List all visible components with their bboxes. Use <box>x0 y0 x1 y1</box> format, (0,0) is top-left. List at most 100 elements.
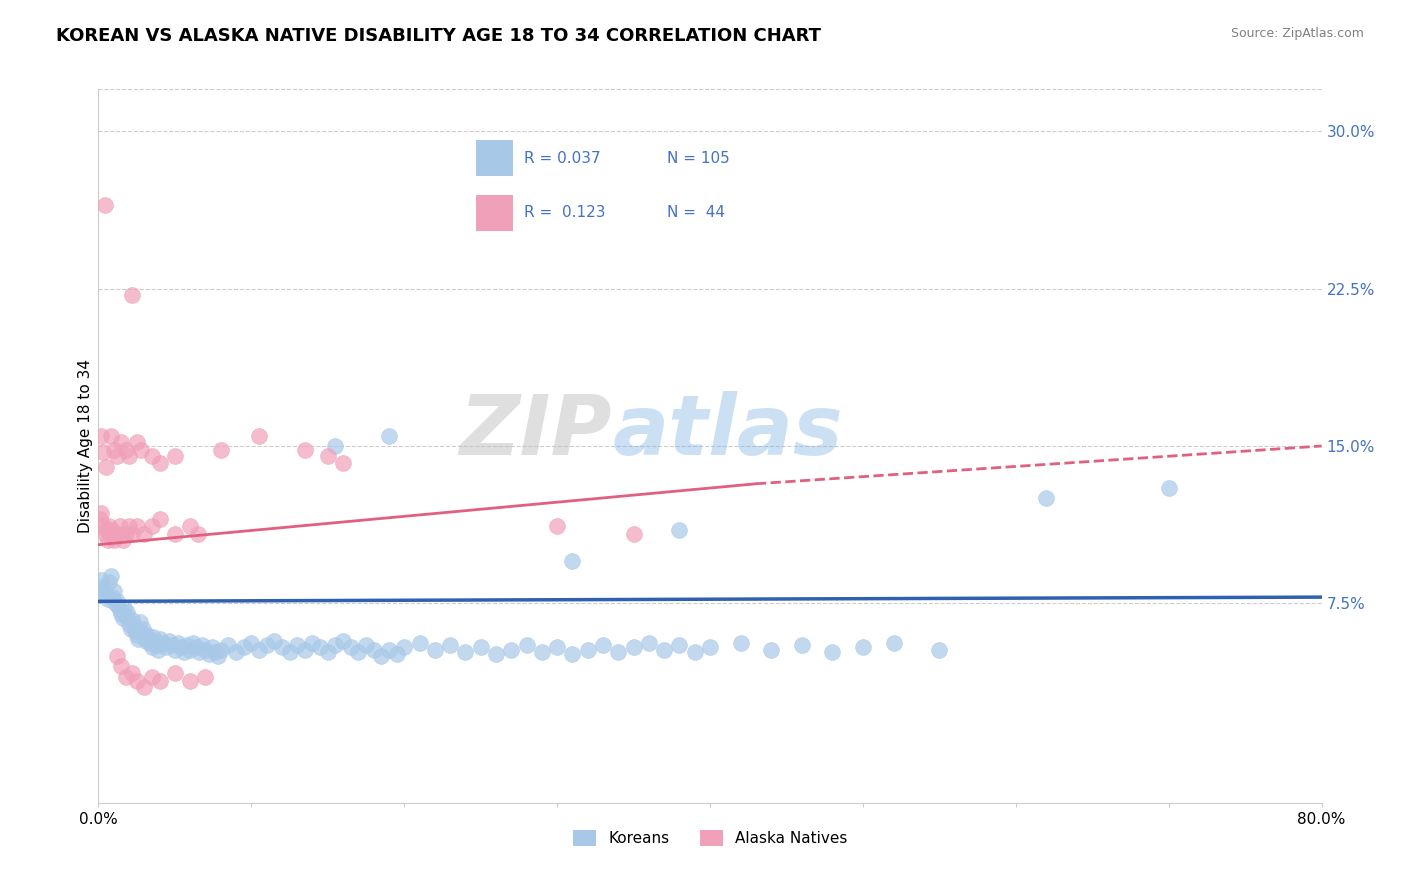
Point <box>155 640 177 655</box>
Point <box>167 636 190 650</box>
Point <box>115 443 138 458</box>
Point <box>637 636 661 650</box>
Point <box>125 518 148 533</box>
Point <box>100 527 122 541</box>
Point <box>247 642 270 657</box>
Point <box>91 582 114 596</box>
Point <box>294 642 316 657</box>
Point <box>592 639 614 653</box>
Point <box>108 518 131 533</box>
Point <box>93 586 115 600</box>
Text: Source: ZipAtlas.com: Source: ZipAtlas.com <box>1230 27 1364 40</box>
Point <box>110 434 132 449</box>
Point <box>623 640 645 655</box>
Point <box>173 645 195 659</box>
Point <box>332 456 354 470</box>
Point <box>309 640 332 655</box>
Point <box>179 518 201 533</box>
Point <box>101 590 124 604</box>
Point <box>278 645 301 659</box>
Point <box>200 640 222 655</box>
Point <box>699 640 721 655</box>
Point <box>134 630 156 644</box>
Point <box>454 645 477 659</box>
Point <box>408 636 430 650</box>
Point <box>89 512 111 526</box>
Point <box>90 428 112 442</box>
Point <box>121 527 143 541</box>
Point <box>668 639 690 653</box>
Point <box>204 645 226 659</box>
Point <box>363 642 385 657</box>
Point <box>121 613 143 627</box>
Point <box>546 640 568 655</box>
Point <box>186 640 208 655</box>
Point <box>247 428 270 442</box>
Point <box>129 443 152 458</box>
Point <box>142 630 165 644</box>
Point <box>423 642 446 657</box>
Point <box>94 523 117 537</box>
Point <box>124 624 146 638</box>
Point <box>207 648 229 663</box>
Point <box>378 642 401 657</box>
Point <box>485 647 508 661</box>
Point <box>194 642 217 657</box>
Point <box>256 639 278 653</box>
Point <box>209 443 232 458</box>
Point <box>160 639 183 653</box>
Point <box>332 634 354 648</box>
Point <box>93 197 115 211</box>
Point <box>149 632 172 646</box>
Point <box>134 681 156 695</box>
Point <box>110 607 132 621</box>
Point <box>139 636 162 650</box>
Point <box>188 645 211 659</box>
Point <box>98 518 121 533</box>
Point <box>163 665 186 680</box>
Point <box>103 443 125 458</box>
Point <box>179 674 201 689</box>
Point <box>145 639 167 653</box>
Point <box>105 594 128 608</box>
Point <box>209 642 232 657</box>
Point <box>652 642 675 657</box>
Point <box>115 527 138 541</box>
Point <box>143 634 166 648</box>
Point <box>270 640 292 655</box>
Point <box>149 456 172 470</box>
Point <box>115 670 138 684</box>
Point <box>112 600 135 615</box>
Point <box>191 639 214 653</box>
Point <box>668 523 690 537</box>
Point <box>325 639 347 653</box>
Point <box>98 575 121 590</box>
Point <box>385 647 408 661</box>
Point <box>683 645 706 659</box>
Point <box>157 634 180 648</box>
Point <box>141 518 163 533</box>
Point <box>197 647 219 661</box>
Point <box>470 640 492 655</box>
Point <box>122 619 145 633</box>
Point <box>118 617 141 632</box>
Point <box>163 527 186 541</box>
Point <box>127 632 149 646</box>
Point <box>107 599 129 613</box>
Point <box>883 636 905 650</box>
Point <box>181 636 204 650</box>
Point <box>93 527 115 541</box>
Point <box>100 428 122 442</box>
Point <box>1035 491 1057 506</box>
Point <box>118 450 141 464</box>
Point <box>149 512 172 526</box>
Legend: Koreans, Alaska Natives: Koreans, Alaska Natives <box>567 824 853 852</box>
Point <box>146 642 169 657</box>
Point <box>285 639 308 653</box>
Point <box>152 636 174 650</box>
Point <box>103 533 125 548</box>
Text: KOREAN VS ALASKA NATIVE DISABILITY AGE 18 TO 34 CORRELATION CHART: KOREAN VS ALASKA NATIVE DISABILITY AGE 1… <box>56 27 821 45</box>
Point <box>104 596 127 610</box>
Point <box>301 636 323 650</box>
Point <box>121 288 143 302</box>
